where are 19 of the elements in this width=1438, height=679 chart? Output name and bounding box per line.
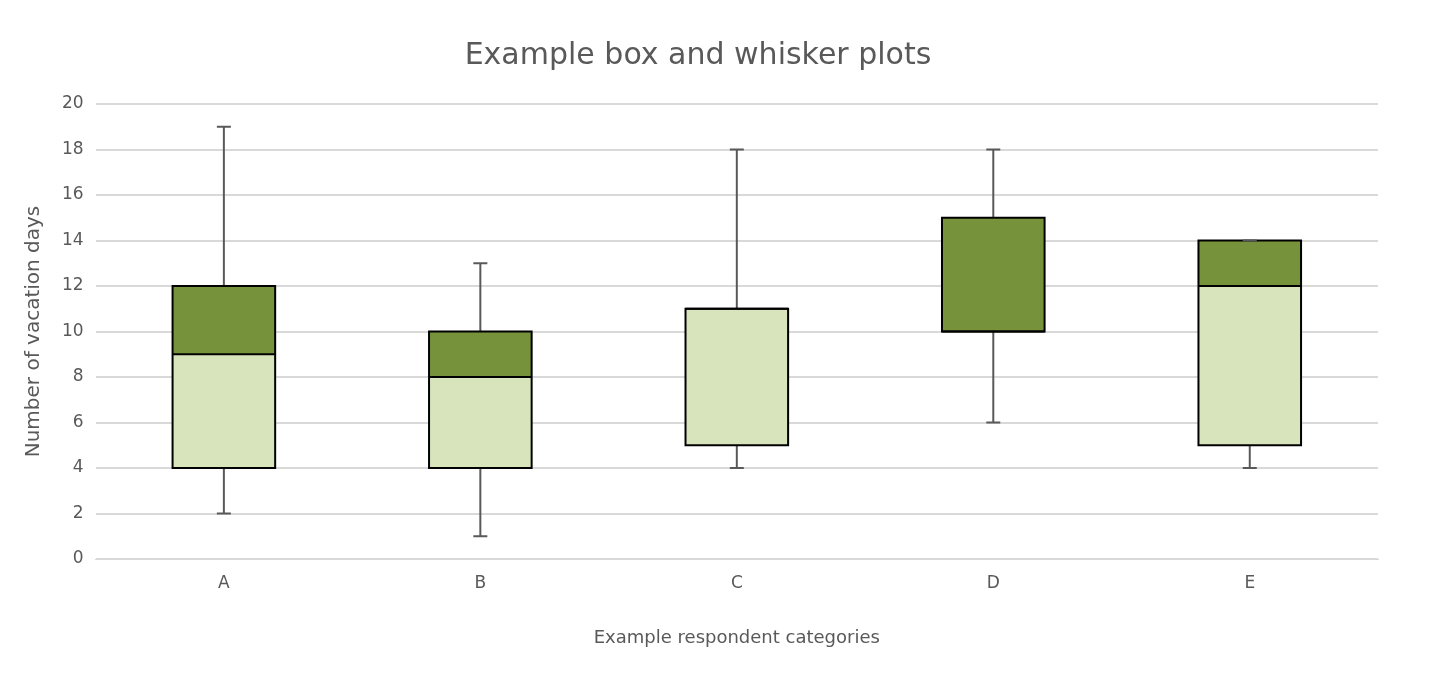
- x-tick-label: E: [1244, 571, 1256, 592]
- y-tick-label: 8: [72, 365, 84, 386]
- y-tick-label: 0: [72, 547, 84, 568]
- y-tick-label: 4: [72, 456, 84, 477]
- x-axis-title: Example respondent categories: [593, 625, 880, 647]
- x-tick-label: A: [218, 571, 231, 592]
- y-tick-label: 14: [61, 228, 84, 249]
- y-tick-label: 12: [61, 274, 84, 295]
- y-tick-label: 16: [61, 183, 84, 204]
- y-tick-label: 18: [61, 137, 84, 158]
- y-axis-title: Number of vacation days: [20, 205, 45, 458]
- y-tick-label: 6: [72, 410, 84, 431]
- chart-title: Example box and whisker plots: [464, 35, 932, 71]
- y-tick-label: 10: [61, 319, 84, 340]
- x-tick-label: B: [474, 571, 487, 592]
- y-tick-label: 2: [72, 501, 84, 522]
- x-tick-label: C: [730, 571, 743, 592]
- x-tick-label: D: [986, 571, 1000, 592]
- y-tick-label: 20: [61, 92, 84, 113]
